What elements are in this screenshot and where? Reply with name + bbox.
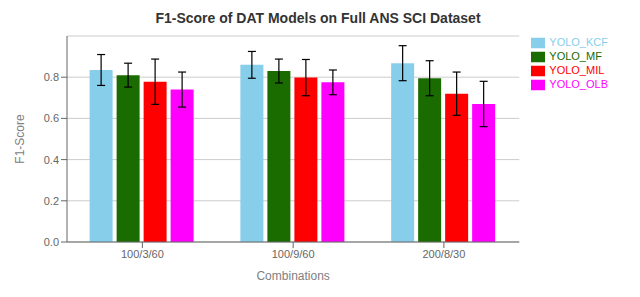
- html-text:YOLO_MF: YOLO_MF: [549, 50, 602, 63]
- svg-text:F1-Score: F1-Score: [13, 114, 27, 164]
- svg-text:0.4: 0.4: [44, 154, 59, 166]
- svg-text:0.2: 0.2: [44, 195, 59, 207]
- html-text:F1-Score of DAT Models on Full: F1-Score of DAT Models on Full ANS SCI D…: [155, 10, 481, 26]
- html-text:YOLO_KCF: YOLO_KCF: [549, 36, 608, 48]
- html-text:YOLO_OLB: YOLO_OLB: [549, 78, 608, 91]
- svg-text:100/9/60: 100/9/60: [272, 248, 315, 260]
- svg-text:0.6: 0.6: [44, 112, 59, 124]
- svg-text:Combinations: Combinations: [256, 269, 329, 283]
- svg-text:0.8: 0.8: [44, 71, 59, 83]
- svg-text:200/8/30: 200/8/30: [423, 248, 466, 260]
- svg-text:0.0: 0.0: [44, 236, 59, 248]
- html-text:YOLO_MIL: YOLO_MIL: [549, 64, 605, 77]
- svg-text:100/3/60: 100/3/60: [121, 248, 164, 260]
